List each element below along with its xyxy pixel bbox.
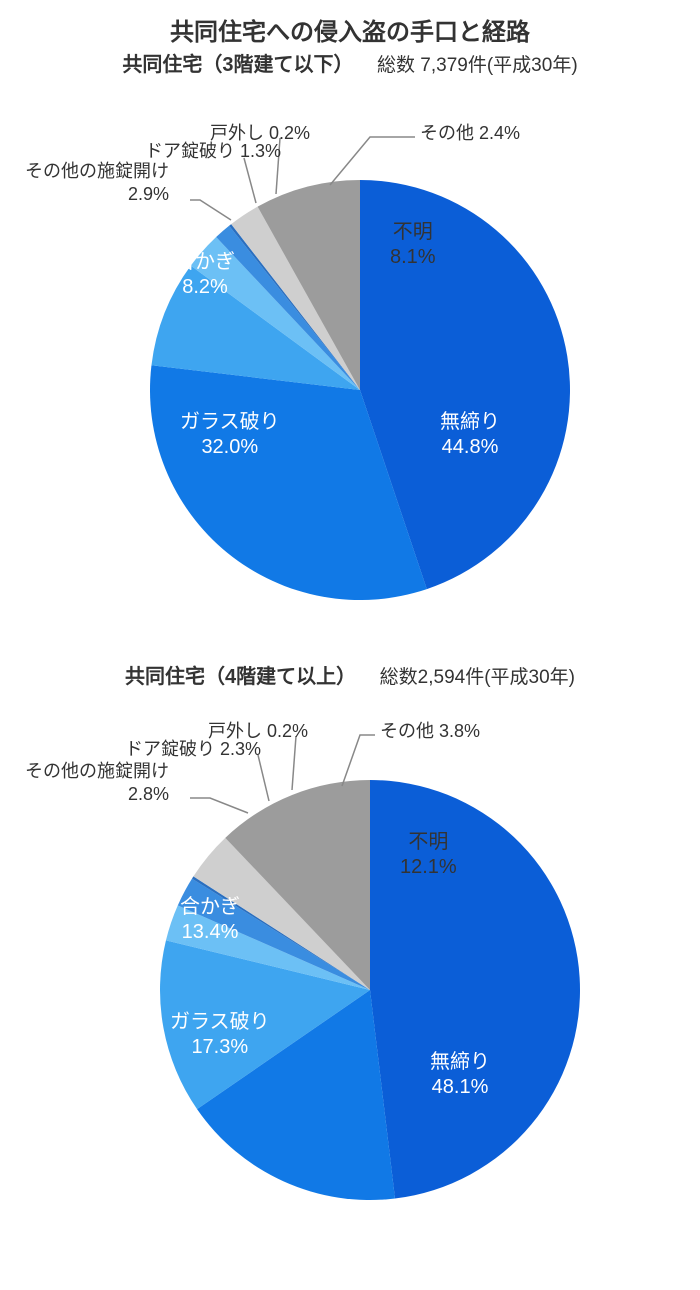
callout-line xyxy=(190,200,231,220)
chart1-subtitle-bold: 共同住宅（3階建て以下） xyxy=(122,54,353,76)
chart1-subtitle: 共同住宅（3階建て以下） 総数 7,379件(平成30年) xyxy=(0,48,700,77)
slice-label-callout: その他 3.8% xyxy=(380,720,480,743)
slice-label-callout: その他 2.4% xyxy=(420,122,520,145)
slice-label-inside: ガラス破り17.3% xyxy=(170,1010,270,1060)
slice-label-callout: 戸外し 0.2% xyxy=(208,720,308,743)
slice-label-inside: 不明8.1% xyxy=(390,220,436,270)
callout-line xyxy=(190,798,248,813)
chart2-area: 無締り48.1% ガラス破り17.3% 合かぎ13.4% 不明12.1% その他の施錠開… xyxy=(0,710,700,1240)
chart2-meta: 総数2,594件(平成30年) xyxy=(380,667,575,688)
slice-label-callout: その他の施錠開け2.9% xyxy=(25,160,169,205)
slice-label-inside: 無締り48.1% xyxy=(430,1050,490,1100)
chart2-subtitle-bold: 共同住宅（4階建て以上） xyxy=(125,666,356,688)
chart2-subtitle: 共同住宅（4階建て以上） 総数2,594件(平成30年) xyxy=(0,660,700,689)
slice-label-callout: その他の施錠開け2.8% xyxy=(25,760,169,805)
slice-label-inside: ガラス破り32.0% xyxy=(180,410,280,460)
callout-line xyxy=(342,735,375,786)
slice-label-callout: 戸外し 0.2% xyxy=(210,122,310,145)
main-title: 共同住宅への侵入盗の手口と経路 xyxy=(0,12,700,47)
chart1-area: 無締り44.8% ガラス破り32.0% 合かぎ8.2% 不明8.1% その他の施錠開け2… xyxy=(0,90,700,620)
slice-label-inside: 合かぎ13.4% xyxy=(180,895,240,945)
slice-label-inside: 合かぎ8.2% xyxy=(175,250,235,300)
slice-label-inside: 不明12.1% xyxy=(400,830,457,880)
callout-line xyxy=(330,137,415,185)
slice-label-inside: 無締り44.8% xyxy=(440,410,500,460)
callout-line xyxy=(244,158,256,203)
callout-line xyxy=(258,755,269,801)
chart1-meta: 総数 7,379件(平成30年) xyxy=(377,55,578,76)
callout-line xyxy=(292,736,296,790)
